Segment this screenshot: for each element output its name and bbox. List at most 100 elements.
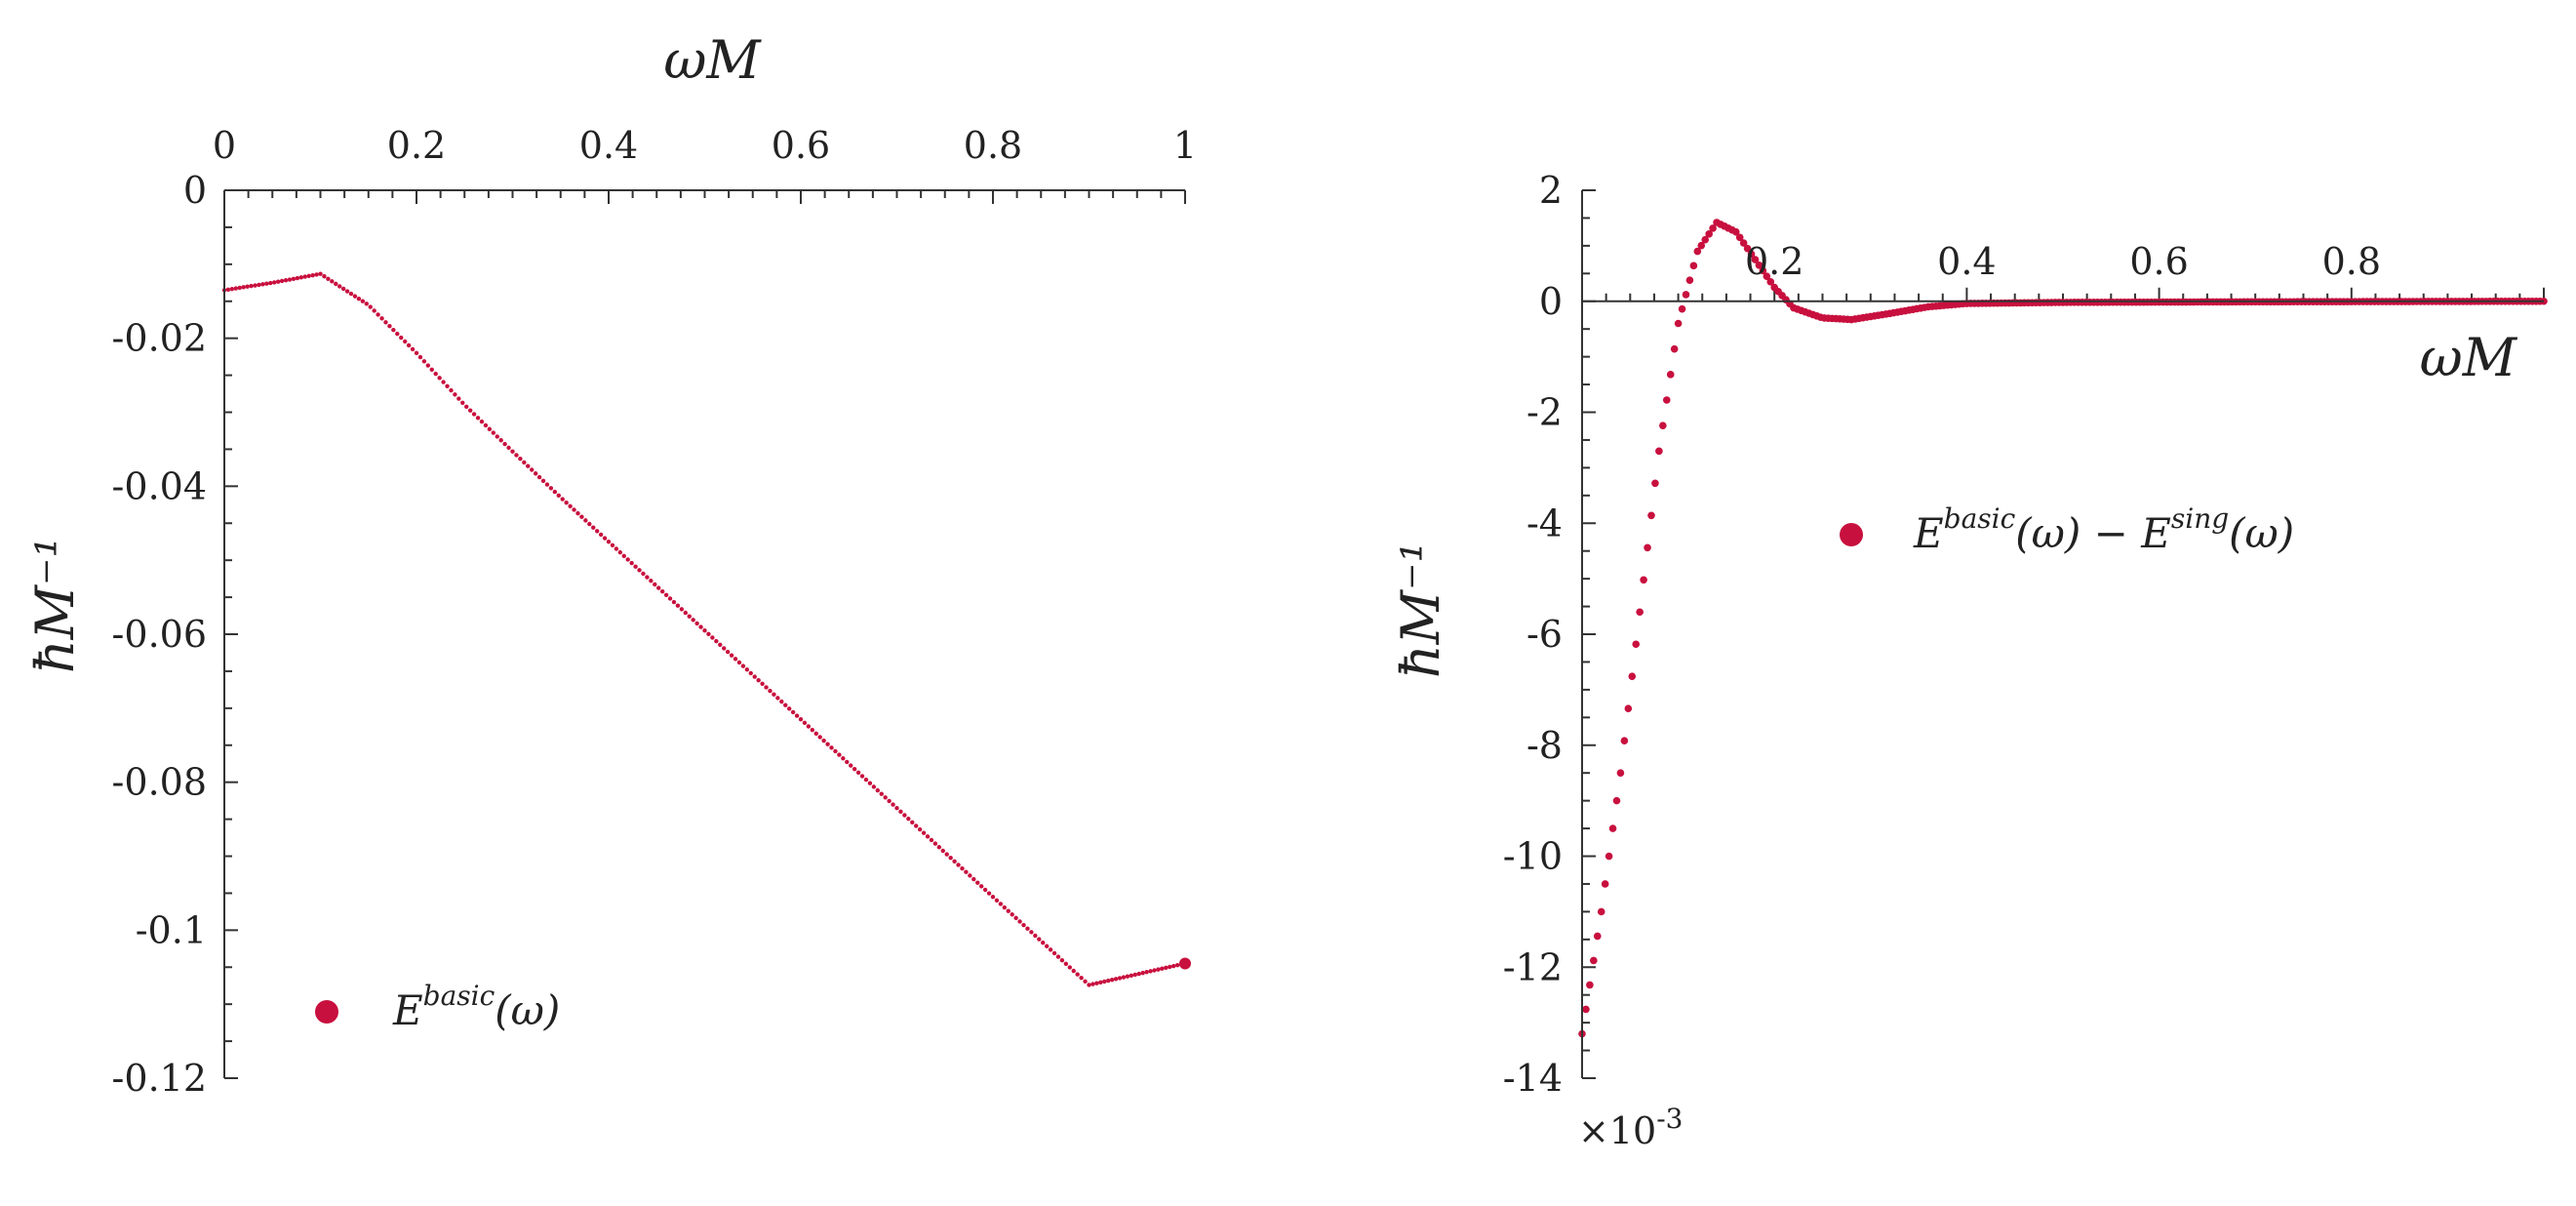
left-series-point [1033,933,1038,939]
left-series-point [729,653,734,658]
left-series-point [994,898,1000,904]
left-series-point [575,510,580,516]
left-series-point [1129,973,1134,978]
left-series-point [1051,950,1057,956]
left-series-point [330,279,335,284]
left-series-point [1098,980,1103,985]
right-series-point [1670,344,1679,353]
left-series-point [372,308,376,313]
left-series-point [1125,974,1130,979]
left-series-point [821,738,826,744]
left-y-tick-label: -0.1 [136,908,207,951]
right-panel: 0.2 0.4 0.6 0.8 2 0 -2 -4 -6 -8 -10 -12 -14 ωM ħM⁻¹… [1390,169,2548,1152]
left-series-point [1044,944,1050,948]
left-series-point [675,603,681,608]
left-series-point [1152,968,1157,973]
right-series-point [1590,956,1598,965]
left-series-point [641,571,646,577]
left-series-point [706,631,711,637]
left-series-point [387,324,392,329]
right-series-point [1647,511,1655,520]
left-series-point [817,735,822,740]
left-series-point [467,408,473,413]
right-y-tick-label: 0 [1539,280,1563,323]
left-series-point [1106,978,1111,984]
right-series-point [1685,276,1694,284]
left-series-point [1144,970,1149,975]
left-series-point [598,532,604,538]
left-series-point [379,316,384,321]
left-x-tick-label: 0.4 [579,124,638,167]
left-y-tick-label: 0 [183,169,207,212]
left-series-point [1083,979,1088,985]
left-series-point [502,441,507,447]
left-series-point [1067,965,1073,970]
left-y-tick-label: -0.02 [112,317,207,360]
right-series-point [1682,291,1690,299]
left-series-point [829,745,834,750]
left-series-point [863,777,869,783]
left-series-point [649,579,654,583]
left-series-point [871,784,877,789]
left-series-point [1132,972,1137,978]
left-series-point [855,770,861,776]
left-series-point [391,327,396,333]
left-series-point [779,699,784,704]
left-series-point [306,273,311,279]
left-series-point [887,798,892,804]
left-series-point [1170,963,1176,969]
left-series-point [245,284,250,289]
right-series-point [1601,880,1609,888]
left-series-point [667,596,673,601]
left-series-point [395,331,400,337]
left-series-point [698,624,703,629]
left-series-point [952,859,957,864]
left-series-point [433,371,438,377]
right-series-point [1586,981,1594,989]
left-series-point [940,848,945,854]
left-series-point [556,493,561,499]
right-series-point [1616,769,1625,777]
left-series-point [960,865,965,871]
left-series-point [1174,963,1180,968]
right-series-point [1624,704,1633,713]
left-series-point [867,781,873,785]
left-series-point [679,607,685,612]
left-series-point [471,412,477,417]
left-series-point [768,688,773,694]
left-series-point [287,277,293,282]
right-series-point [1605,852,1613,861]
left-series-point [526,463,531,468]
left-series-point [383,320,388,325]
left-series-point [982,887,988,893]
right-series-point [1659,422,1667,429]
left-series-point [1113,977,1119,982]
left-series-point [806,724,812,729]
left-series-point [744,667,750,672]
left-legend-label: Ebasic(ω) [392,980,560,1034]
left-y-tick-labels: 0 -0.02 -0.04 -0.06 -0.08 -0.1 -0.12 [112,169,207,1100]
left-panel: 0 0.2 0.4 0.6 0.8 1 0 -0.02 -0.04 -0.06 -0.08 -0.1… [24,29,1197,1100]
left-series-point [1041,940,1046,945]
left-series-point [437,376,442,381]
left-series-point [402,339,408,344]
left-series-point [929,837,934,843]
left-series-point [295,275,300,281]
left-series-point [572,507,576,512]
left-series-point [283,278,289,283]
left-series-point [718,642,723,647]
left-series-point [314,272,319,277]
left-series-point [932,841,938,846]
left-series-point [298,275,303,280]
right-y-tick-label: -14 [1503,1057,1563,1100]
left-series-point [533,471,538,476]
left-y-tick-label: -0.04 [112,464,207,507]
left-series-point [772,692,776,697]
left-series-point [617,549,623,555]
left-series-point [318,271,323,276]
left-series-point [453,392,457,397]
left-x-tick-label: 0.6 [772,124,830,167]
right-series-point [1655,447,1663,456]
right-series-point [1640,576,1647,584]
left-series-point [1017,919,1022,924]
